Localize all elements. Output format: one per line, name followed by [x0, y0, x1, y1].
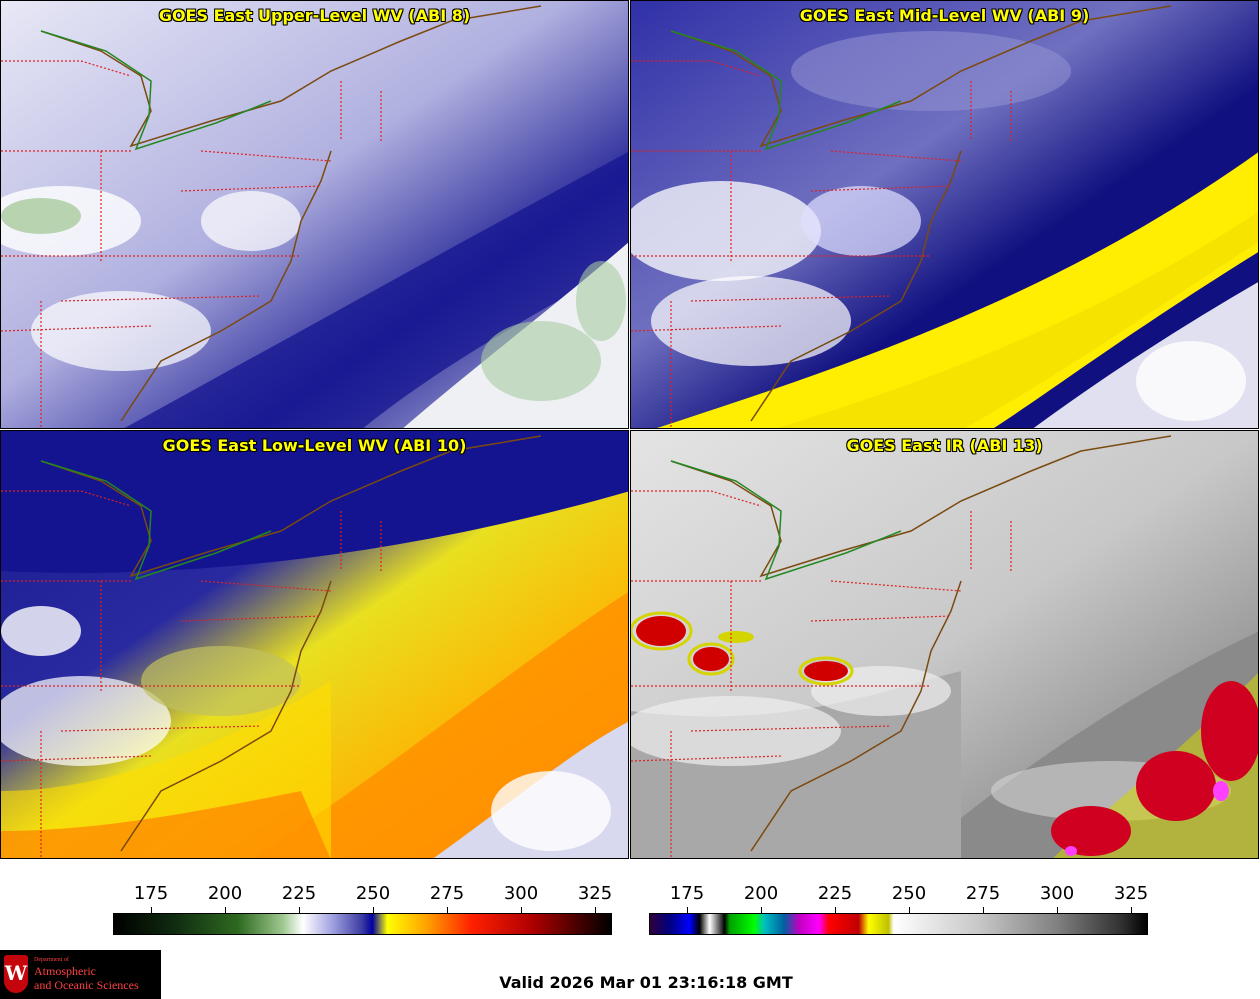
ir-tick-mark [761, 907, 762, 913]
low-wv-image [1, 431, 628, 858]
wv-tick-mark [373, 907, 374, 913]
ir-tick-label: 275 [965, 883, 1001, 904]
wv-tick-label: 200 [207, 883, 243, 904]
ir-tick-mark [835, 907, 836, 913]
ir-tick-label: 250 [891, 883, 927, 904]
ir-tick-label: 200 [743, 883, 779, 904]
ir-tick-mark [687, 907, 688, 913]
wv-tick-label: 300 [503, 883, 539, 904]
wv-colorbar-gradient [113, 913, 612, 935]
panel-title: GOES East IR (ABI 13) [846, 436, 1043, 455]
panel-title: GOES East Mid-Level WV (ABI 9) [799, 6, 1090, 25]
logo-dept-text: Department of [34, 957, 69, 963]
wv-tick-mark [447, 907, 448, 913]
panel-low-level-wv: GOES East Low-Level WV (ABI 10) [0, 430, 629, 859]
ir-image [631, 431, 1258, 858]
wv-tick-label: 225 [281, 883, 317, 904]
panel-title: GOES East Low-Level WV (ABI 10) [162, 436, 467, 455]
aos-logo: W Department of Atmospheric and Oceanic … [0, 950, 161, 999]
ir-tick-mark [983, 907, 984, 913]
wv-tick-mark [151, 907, 152, 913]
wv-tick-label: 175 [133, 883, 169, 904]
ir-tick-mark [1057, 907, 1058, 913]
wv-tick-mark [299, 907, 300, 913]
wv-tick-mark [225, 907, 226, 913]
ir-tick-mark [909, 907, 910, 913]
logo-line1: Atmospheric [34, 964, 96, 978]
uw-crest-icon: W [4, 955, 28, 993]
upper-wv-image [1, 1, 628, 428]
mid-wv-image [631, 1, 1258, 428]
ir-tick-label: 175 [669, 883, 705, 904]
ir-tick-label: 225 [817, 883, 853, 904]
ir-tick-mark [1131, 907, 1132, 913]
ir-tick-label: 300 [1039, 883, 1075, 904]
wv-tick-mark [521, 907, 522, 913]
ir-colorbar-gradient [649, 913, 1148, 935]
panel-ir: GOES East IR (ABI 13) [630, 430, 1259, 859]
panel-mid-level-wv: GOES East Mid-Level WV (ABI 9) [630, 0, 1259, 429]
valid-time: Valid 2026 Mar 01 23:16:18 GMT [499, 973, 793, 992]
wv-tick-label: 325 [577, 883, 613, 904]
wv-tick-label: 275 [429, 883, 465, 904]
wv-tick-mark [595, 907, 596, 913]
wv-tick-label: 250 [355, 883, 391, 904]
ir-tick-label: 325 [1113, 883, 1149, 904]
logo-line2: and Oceanic Sciences [34, 978, 139, 992]
panel-title: GOES East Upper-Level WV (ABI 8) [158, 6, 471, 25]
panel-upper-level-wv: GOES East Upper-Level WV (ABI 8) [0, 0, 629, 429]
